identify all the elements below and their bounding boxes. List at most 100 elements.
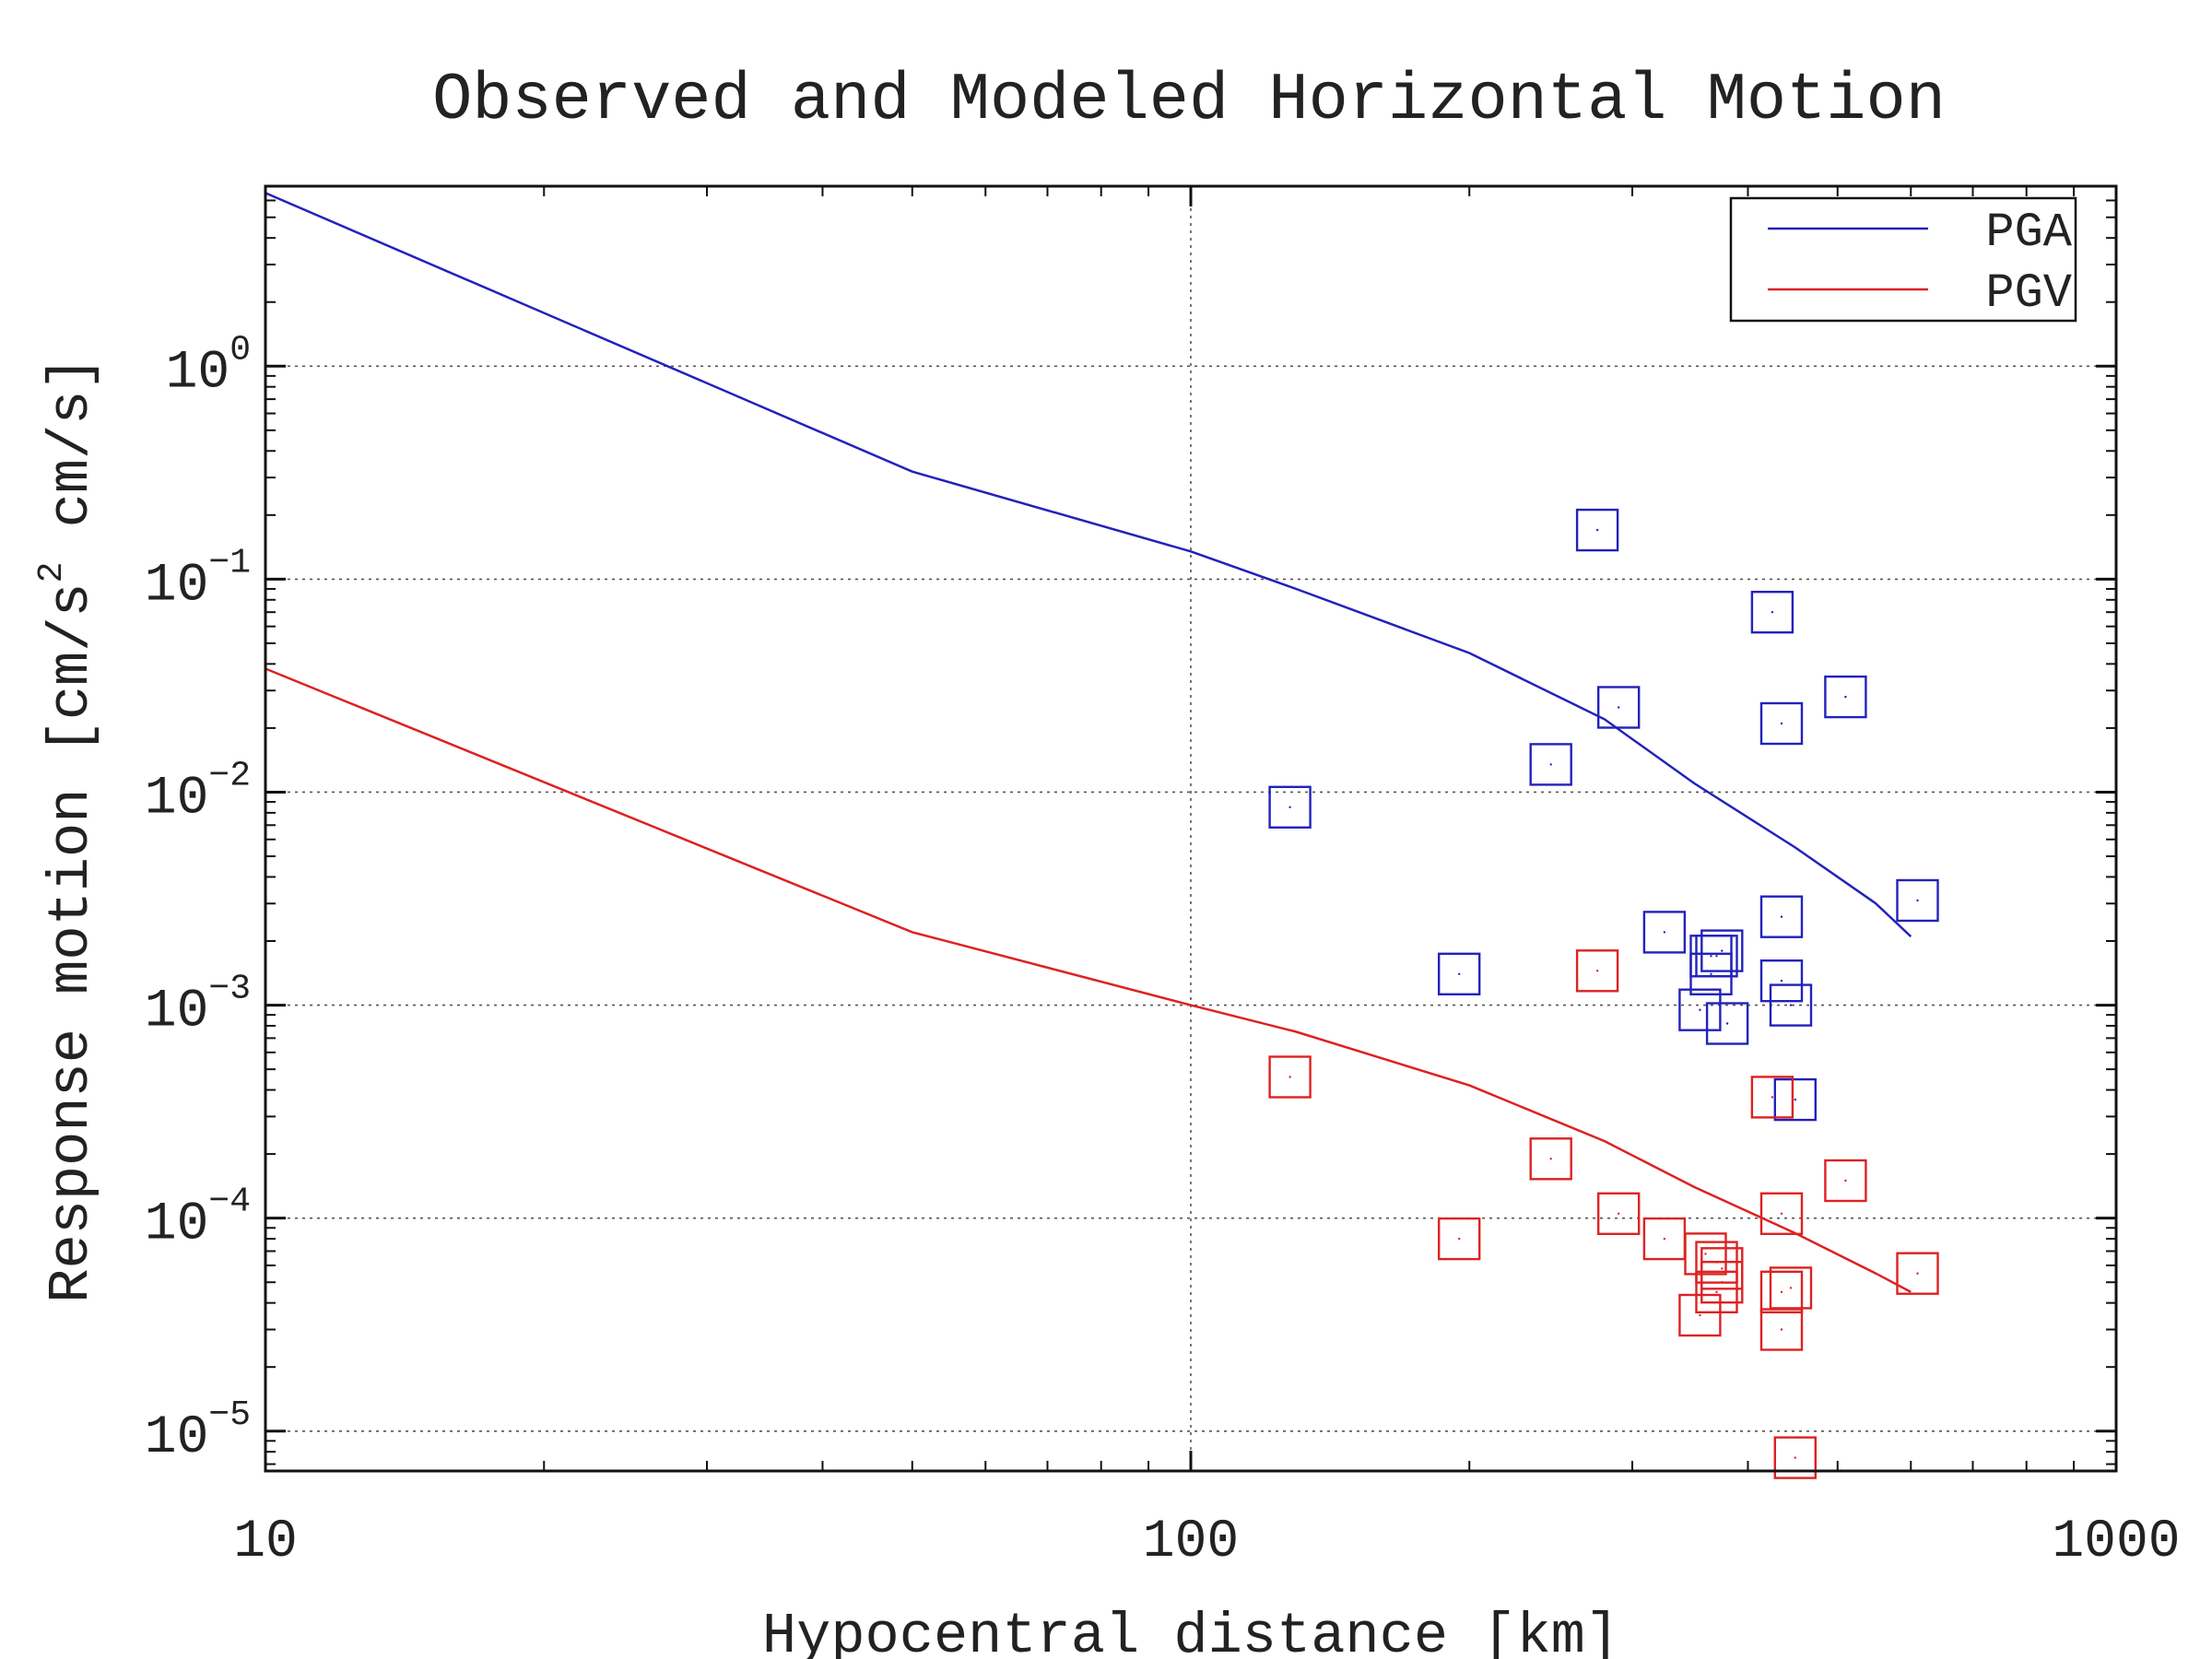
pgv-observed-point-center — [1789, 1287, 1793, 1289]
pgv-observed-point — [1896, 1252, 1939, 1295]
y-tick-exp: −3 — [208, 970, 251, 1009]
pgv-observed-point — [1678, 1293, 1722, 1337]
pgv-observed-point-center — [1663, 1237, 1666, 1241]
pga-observed-point-center — [1663, 931, 1666, 934]
y-tick-label: 10−3 — [145, 970, 251, 1042]
pga-observed-point — [1750, 591, 1794, 634]
pga-observed-point — [1769, 983, 1813, 1027]
x-axis-title: Hypocentral distance [km] — [762, 1604, 1619, 1659]
legend-frame — [1729, 196, 2077, 323]
pgv-observed-point — [1596, 1192, 1641, 1236]
pga-observed-point — [1759, 895, 1804, 938]
pgv-observed-point — [1773, 1436, 1818, 1479]
y-axis-title-main: Response motion [cm/s — [39, 582, 104, 1302]
y-axis-title-exp: 2 — [32, 562, 72, 583]
pga-observed-point-center — [1780, 915, 1783, 918]
pga-model-line — [265, 192, 1912, 938]
pga-observed-point-center — [1549, 763, 1552, 766]
minor-ticks — [265, 186, 2116, 1471]
y-axis-title: Response motion [cm/s2 cm/s] — [32, 356, 104, 1302]
y-tick-base: 10 — [166, 343, 230, 403]
y-tick-base: 10 — [145, 1195, 209, 1255]
pga-observed-point-center — [1794, 1098, 1797, 1101]
pga-observed-point — [1575, 508, 1619, 552]
pgv-observed-point — [1824, 1159, 1867, 1203]
pgv-observed-point — [1695, 1270, 1738, 1314]
grid-lines — [265, 186, 2116, 1471]
pga-observed-point-center — [1715, 955, 1718, 958]
pga-observed-point — [1689, 935, 1733, 978]
pga-observed-point — [1642, 911, 1687, 954]
pga-observed-point-center — [1710, 955, 1712, 958]
pgv-observed-point-center — [1458, 1237, 1461, 1241]
x-tick-label: 1000 — [2052, 1512, 2180, 1572]
pgv-observed-point — [1437, 1217, 1481, 1261]
x-tick-label: 100 — [1143, 1512, 1239, 1572]
pgv-observed-point — [1529, 1137, 1572, 1181]
legend-pgv-label: PGV — [1985, 266, 2072, 321]
pgv-observed-point-center — [1780, 1290, 1783, 1294]
pga-observed-point — [1759, 959, 1804, 1003]
pgv-observed-point-center — [1721, 1267, 1724, 1270]
y-tick-exp: −2 — [208, 756, 251, 795]
series-layer — [265, 192, 1939, 1479]
pgv-observed-point-center — [1595, 970, 1599, 972]
legend: PGA PGV — [1729, 196, 2077, 323]
y-tick-base: 10 — [145, 769, 209, 829]
pga-observed-point-center — [1771, 611, 1774, 614]
y-axis-title-end: cm/s] — [39, 356, 104, 561]
pga-observed-point-center — [1916, 899, 1919, 902]
pgv-observed-point-center — [1618, 1212, 1620, 1216]
chart-title: Observed and Modeled Horizontal Motion — [432, 63, 1946, 138]
pgv-observed-point — [1769, 1266, 1813, 1310]
legend-pga-label: PGA — [1985, 206, 2072, 260]
y-tick-base: 10 — [145, 982, 209, 1042]
pgv-observed-point-center — [1916, 1272, 1919, 1275]
y-tick-label: 10−5 — [145, 1395, 251, 1468]
x-tick-labels: 10 100 1000 — [233, 1512, 2180, 1572]
y-tick-exp: 0 — [229, 330, 251, 370]
pga-observed-point-center — [1288, 806, 1291, 808]
pga-observed-point-center — [1710, 972, 1712, 976]
pgv-observed-point-center — [1780, 1328, 1783, 1331]
pga-observed-point-center — [1699, 1008, 1701, 1011]
pga-observed-point-center — [1618, 706, 1620, 709]
pgv-observed-point — [1759, 1270, 1804, 1314]
y-tick-base: 10 — [145, 1408, 209, 1468]
plot-frame — [264, 184, 2118, 1473]
pga-observed-point-center — [1789, 1004, 1793, 1006]
pga-observed-point-center — [1780, 980, 1783, 982]
pgv-observed-point-center — [1288, 1076, 1291, 1078]
pgv-observed-point — [1268, 1055, 1312, 1099]
pga-observed-point-center — [1725, 1022, 1729, 1025]
y-tick-exp: −5 — [208, 1395, 251, 1435]
y-tick-label: 10−4 — [145, 1182, 251, 1255]
pgv-observed-point-center — [1715, 1290, 1718, 1294]
pgv-observed-point — [1700, 1260, 1744, 1304]
pga-observed-point-center — [1780, 722, 1783, 725]
pga-observed-point — [1773, 1077, 1818, 1122]
pgv-model-line — [265, 667, 1912, 1293]
pga-observed-point — [1678, 988, 1722, 1031]
pga-observed-point — [1824, 675, 1867, 719]
pga-observed-point-center — [1458, 972, 1461, 976]
pga-observed-point — [1437, 952, 1481, 996]
pgv-observed-point-center — [1704, 1253, 1707, 1255]
pgv-observed-point-center — [1780, 1212, 1783, 1216]
pga-observed-point — [1268, 785, 1312, 829]
pga-observed-point — [1759, 701, 1804, 746]
pga-observed-point — [1529, 743, 1572, 786]
pgv-observed-point-center — [1794, 1456, 1797, 1459]
pgv-observed-point — [1759, 1192, 1804, 1236]
y-tick-label: 100 — [166, 330, 251, 403]
y-tick-exp: −4 — [208, 1182, 251, 1222]
pga-observed-point — [1700, 929, 1744, 972]
x-tick-label: 10 — [233, 1512, 298, 1572]
pga-observed-point-center — [1844, 695, 1847, 699]
pga-observed-point — [1596, 686, 1641, 729]
pgv-observed-point — [1750, 1076, 1794, 1119]
pgv-observed-point-center — [1844, 1179, 1847, 1182]
y-tick-exp: −1 — [208, 543, 251, 582]
